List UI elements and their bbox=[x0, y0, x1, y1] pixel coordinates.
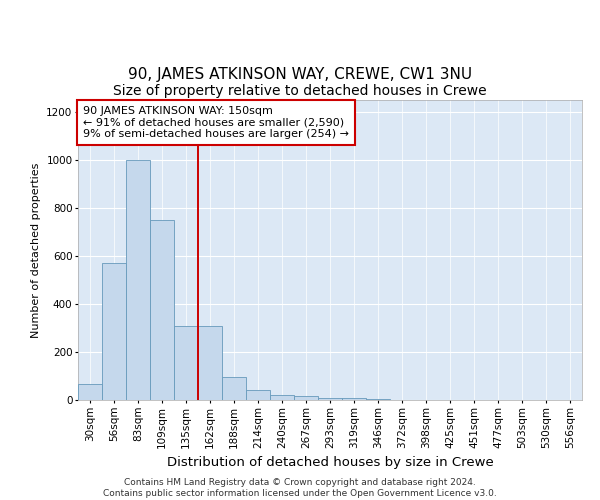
Bar bbox=[78, 384, 102, 400]
Text: Contains HM Land Registry data © Crown copyright and database right 2024.
Contai: Contains HM Land Registry data © Crown c… bbox=[103, 478, 497, 498]
Bar bbox=[366, 399, 390, 400]
Y-axis label: Number of detached properties: Number of detached properties bbox=[31, 162, 41, 338]
X-axis label: Distribution of detached houses by size in Crewe: Distribution of detached houses by size … bbox=[167, 456, 493, 469]
Bar bbox=[222, 377, 246, 400]
Bar bbox=[294, 396, 318, 400]
Bar bbox=[150, 220, 174, 400]
Bar bbox=[174, 326, 198, 400]
Bar bbox=[126, 160, 150, 400]
Text: 90 JAMES ATKINSON WAY: 150sqm
← 91% of detached houses are smaller (2,590)
9% of: 90 JAMES ATKINSON WAY: 150sqm ← 91% of d… bbox=[83, 106, 349, 139]
Bar bbox=[342, 398, 366, 400]
Text: 90, JAMES ATKINSON WAY, CREWE, CW1 3NU: 90, JAMES ATKINSON WAY, CREWE, CW1 3NU bbox=[128, 68, 472, 82]
Bar bbox=[102, 263, 126, 400]
Bar bbox=[270, 395, 294, 400]
Bar bbox=[246, 390, 270, 400]
Text: Size of property relative to detached houses in Crewe: Size of property relative to detached ho… bbox=[113, 84, 487, 98]
Bar bbox=[318, 398, 342, 400]
Bar bbox=[198, 326, 222, 400]
